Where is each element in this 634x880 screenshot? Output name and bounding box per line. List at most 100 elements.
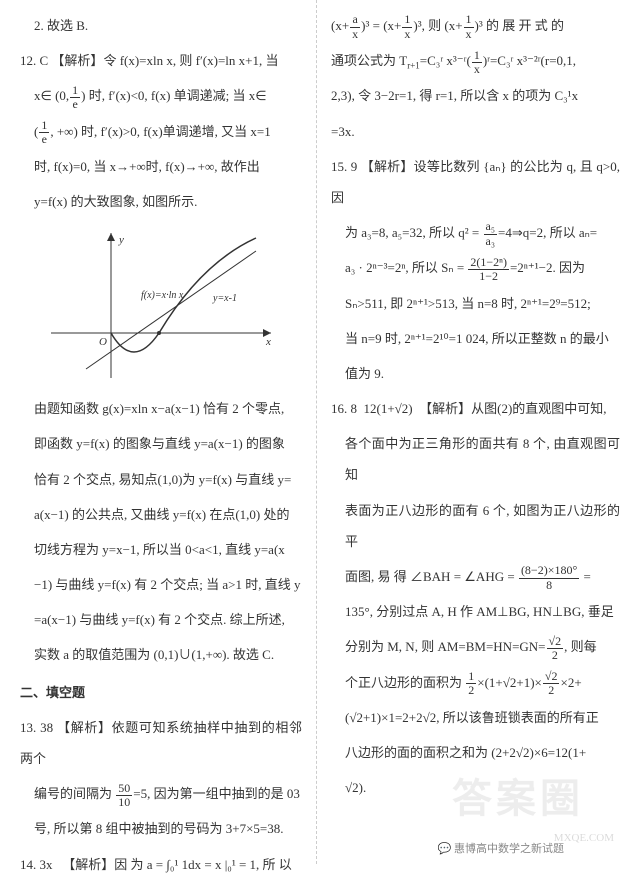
q13: 13. 38 【解析】依题可知系统抽样中抽到的相邻两个: [20, 712, 302, 774]
q12-l7: 即函数 y=f(x) 的图象与直线 y=a(x−1) 的图象: [20, 428, 302, 459]
graph-svg: y x O f(x)=x·ln x y=x-1: [41, 223, 281, 383]
q15-l6: 值为 9.: [331, 358, 620, 389]
q16: 16. 8 12(1+√2) 【解析】从图(2)的直观图中可知,: [331, 393, 620, 424]
frac-sqrt22-2: √22: [543, 670, 560, 697]
q14-tag: 【解析】: [62, 857, 114, 872]
q16-tag: 【解析】: [419, 401, 471, 416]
svg-text:y=x-1: y=x-1: [212, 293, 237, 304]
frac-1x: 1x: [402, 13, 412, 40]
frac-sn: 2(1−2ⁿ)1−2: [468, 256, 509, 283]
q16-l4a: 面图, 易 得 ∠BAH = ∠AHG =: [345, 569, 518, 584]
q16-l2: 各个面中为正三角形的面共有 8 个, 由直观图可知: [331, 428, 620, 490]
q14-num: 14. 3x: [20, 857, 53, 872]
q16-l4b: =: [580, 569, 591, 584]
q15-l3a: a₃ · 2ⁿ⁻³=2ⁿ, 所以 Sₙ =: [345, 260, 467, 275]
q15-l2b: =4⇒q=2, 所以 aₙ=: [498, 225, 597, 240]
q12-tag: 【解析】: [51, 53, 103, 68]
r-line2: 通项公式为 Tr+1=C₃ʳ x³⁻ʳ(1x)ʳ=C₃ʳ x³⁻²ʳ(r=0,1…: [331, 45, 620, 76]
q16-l10: √2).: [331, 772, 620, 803]
q12-line4: 时, f(x)=0, 当 x→+∞时, f(x)→+∞, 故作出: [20, 151, 302, 182]
q13-l2: 编号的间隔为 5010=5, 因为第一组中抽到的是 03: [20, 778, 302, 809]
frac-1e-2: 1e: [39, 119, 49, 146]
r-line1: (x+ax)³ = (x+1x)³, 则 (x+1x)³ 的 展 开 式 的: [331, 10, 620, 41]
q12-l10: 切线方程为 y=x−1, 所以当 0<a<1, 直线 y=a(x: [20, 534, 302, 565]
r1a: (x+: [331, 18, 349, 33]
q16-num: 16. 8: [331, 401, 357, 416]
q12-graph: y x O f(x)=x·ln x y=x-1: [41, 223, 281, 383]
left-column: 2. 故选 B. 12. C 【解析】令 f(x)=xln x, 则 f′(x)…: [0, 0, 317, 864]
q12-l9: a(x−1) 的公共点, 又曲线 y=f(x) 在点(1,0) 处的: [20, 499, 302, 530]
r1b: )³ = (x+: [361, 18, 401, 33]
q13-l2b: =5, 因为第一组中抽到的是 03: [133, 786, 300, 801]
svg-text:O: O: [99, 336, 107, 348]
q15: 15. 9 【解析】设等比数列 {aₙ} 的公比为 q, 且 q>0, 因: [331, 151, 620, 213]
q16-l6b: , 则每: [564, 639, 597, 654]
r2a: 通项公式为 T: [331, 53, 407, 68]
frac-5010: 5010: [116, 782, 132, 809]
q12-line1: 令 f(x)=xln x, 则 f′(x)=ln x+1, 当: [103, 53, 278, 68]
q16-l7c: ×2+: [560, 675, 581, 690]
q16-l6a: 分别为 M, N, 则 AM=BM=HN=GN=: [345, 639, 546, 654]
prev-tail: 2. 故选 B.: [20, 10, 302, 41]
q14-l1: 因 为 a = ∫₀¹ 1dx = x |₀¹ = 1, 所 以: [114, 857, 292, 872]
q12-line3: (1e, +∞) 时, f′(x)>0, f(x)单调递增, 又当 x=1: [20, 116, 302, 147]
q16-l7b: ×(1+√2+1)×: [477, 675, 542, 690]
q12: 12. C 【解析】令 f(x)=xln x, 则 f′(x)=ln x+1, …: [20, 45, 302, 76]
q15-l2: 为 a₃=8, a₅=32, 所以 q² = a₅a₃=4⇒q=2, 所以 aₙ…: [331, 217, 620, 248]
r2c: )ʳ=C₃ʳ x³⁻²ʳ(r=0,1,: [483, 53, 576, 68]
frac-ax: ax: [350, 13, 360, 40]
footnote: 💬 惠博高中数学之新试题: [438, 840, 564, 856]
q15-tag: 【解析】: [361, 159, 414, 174]
q15-l2a: 为 a₃=8, a₅=32, 所以 q² =: [345, 225, 483, 240]
q16-l8: (√2+1)×1=2+2√2, 所以该鲁班锁表面的所有正: [331, 702, 620, 733]
q12-line5: y=f(x) 的大致图象, 如图所示.: [20, 186, 302, 217]
q12-l13: 实数 a 的取值范围为 (0,1)∪(1,+∞). 故选 C.: [20, 639, 302, 670]
q12-num: 12. C: [20, 53, 48, 68]
svg-text:f(x)=x·ln x: f(x)=x·ln x: [141, 290, 184, 301]
q12-l11: −1) 与曲线 y=f(x) 有 2 个交点; 当 a>1 时, 直线 y: [20, 569, 302, 600]
q16-l5: 135°, 分别过点 A, H 作 AM⊥BG, HN⊥BG, 垂足: [331, 596, 620, 627]
frac-1e: 1e: [70, 84, 80, 111]
right-column: (x+ax)³ = (x+1x)³, 则 (x+1x)³ 的 展 开 式 的 通…: [317, 0, 634, 864]
page: 2. 故选 B. 12. C 【解析】令 f(x)=xln x, 则 f′(x)…: [0, 0, 634, 864]
q16-l6: 分别为 M, N, 则 AM=BM=HN=GN=√22, 则每: [331, 631, 620, 662]
r2b: =C₃ʳ x³⁻ʳ(: [420, 53, 471, 68]
q12-l2b: 时, f′(x)<0, f(x) 单调递减; 当 x∈: [89, 88, 267, 103]
q12-l12: =a(x−1) 与曲线 y=f(x) 有 2 个交点. 综上所述,: [20, 604, 302, 635]
r-line3: 2,3), 令 3−2r=1, 得 r=1, 所以含 x 的项为 C₃¹x: [331, 80, 620, 111]
q12-l8: 恰有 2 个交点, 易知点(1,0)为 y=f(x) 与直线 y=: [20, 464, 302, 495]
q16-l3: 表面为正八边形的面有 6 个, 如图为正八边形的平: [331, 495, 620, 557]
svg-text:y: y: [118, 234, 124, 246]
q13-l3: 号, 所以第 8 组中被抽到的号码为 3+7×5=38.: [20, 813, 302, 844]
q12-l3b: 时, f′(x)>0, f(x)单调递增, 又当 x=1: [81, 124, 271, 139]
frac-12: 12: [466, 670, 476, 697]
q16-l1: 从图(2)的直观图中可知,: [471, 401, 606, 416]
frac-angle: (8−2)×180°8: [519, 564, 579, 591]
q14: 14. 3x 【解析】因 为 a = ∫₀¹ 1dx = x |₀¹ = 1, …: [20, 849, 302, 880]
q12-l6: 由题知函数 g(x)=xln x−a(x−1) 恰有 2 个零点,: [20, 393, 302, 424]
q16-l7a: 个正八边形的面积为: [345, 675, 465, 690]
q16-l7: 个正八边形的面积为 12×(1+√2+1)×√22×2+: [331, 667, 620, 698]
q15-num: 15. 9: [331, 159, 357, 174]
svg-text:x: x: [265, 336, 271, 348]
frac-a5a3: a₅a₃: [484, 220, 498, 247]
q16-ans: 12(1+√2): [364, 401, 413, 416]
footnote-text: 惠博高中数学之新试题: [454, 843, 564, 855]
q12-l2a: x∈: [34, 88, 52, 103]
frac-1x-3: 1x: [472, 49, 482, 76]
frac-1x-2: 1x: [464, 13, 474, 40]
r1d: )³ 的 展 开 式 的: [475, 18, 564, 33]
q16-l4: 面图, 易 得 ∠BAH = ∠AHG = (8−2)×180°8 =: [331, 561, 620, 592]
q15-l3b: =2ⁿ⁺¹−2. 因为: [510, 260, 585, 275]
q12-line2: x∈ (0,1e) 时, f′(x)<0, f(x) 单调递减; 当 x∈: [20, 80, 302, 111]
q13-num: 13. 38: [20, 720, 53, 735]
q15-l3: a₃ · 2ⁿ⁻³=2ⁿ, 所以 Sₙ = 2(1−2ⁿ)1−2=2ⁿ⁺¹−2.…: [331, 252, 620, 283]
q15-l4: Sₙ>511, 即 2ⁿ⁺¹>513, 当 n=8 时, 2ⁿ⁺¹=2⁹=512…: [331, 288, 620, 319]
q16-l9: 八边形的面的面积之和为 (2+2√2)×6=12(1+: [331, 737, 620, 768]
q13-tag: 【解析】: [57, 720, 112, 735]
r-line4: =3x.: [331, 116, 620, 147]
section-2: 二、填空题: [20, 677, 302, 708]
q13-l2a: 编号的间隔为: [34, 786, 115, 801]
r1c: )³, 则 (x+: [413, 18, 462, 33]
frac-sqrt22: √22: [547, 635, 564, 662]
